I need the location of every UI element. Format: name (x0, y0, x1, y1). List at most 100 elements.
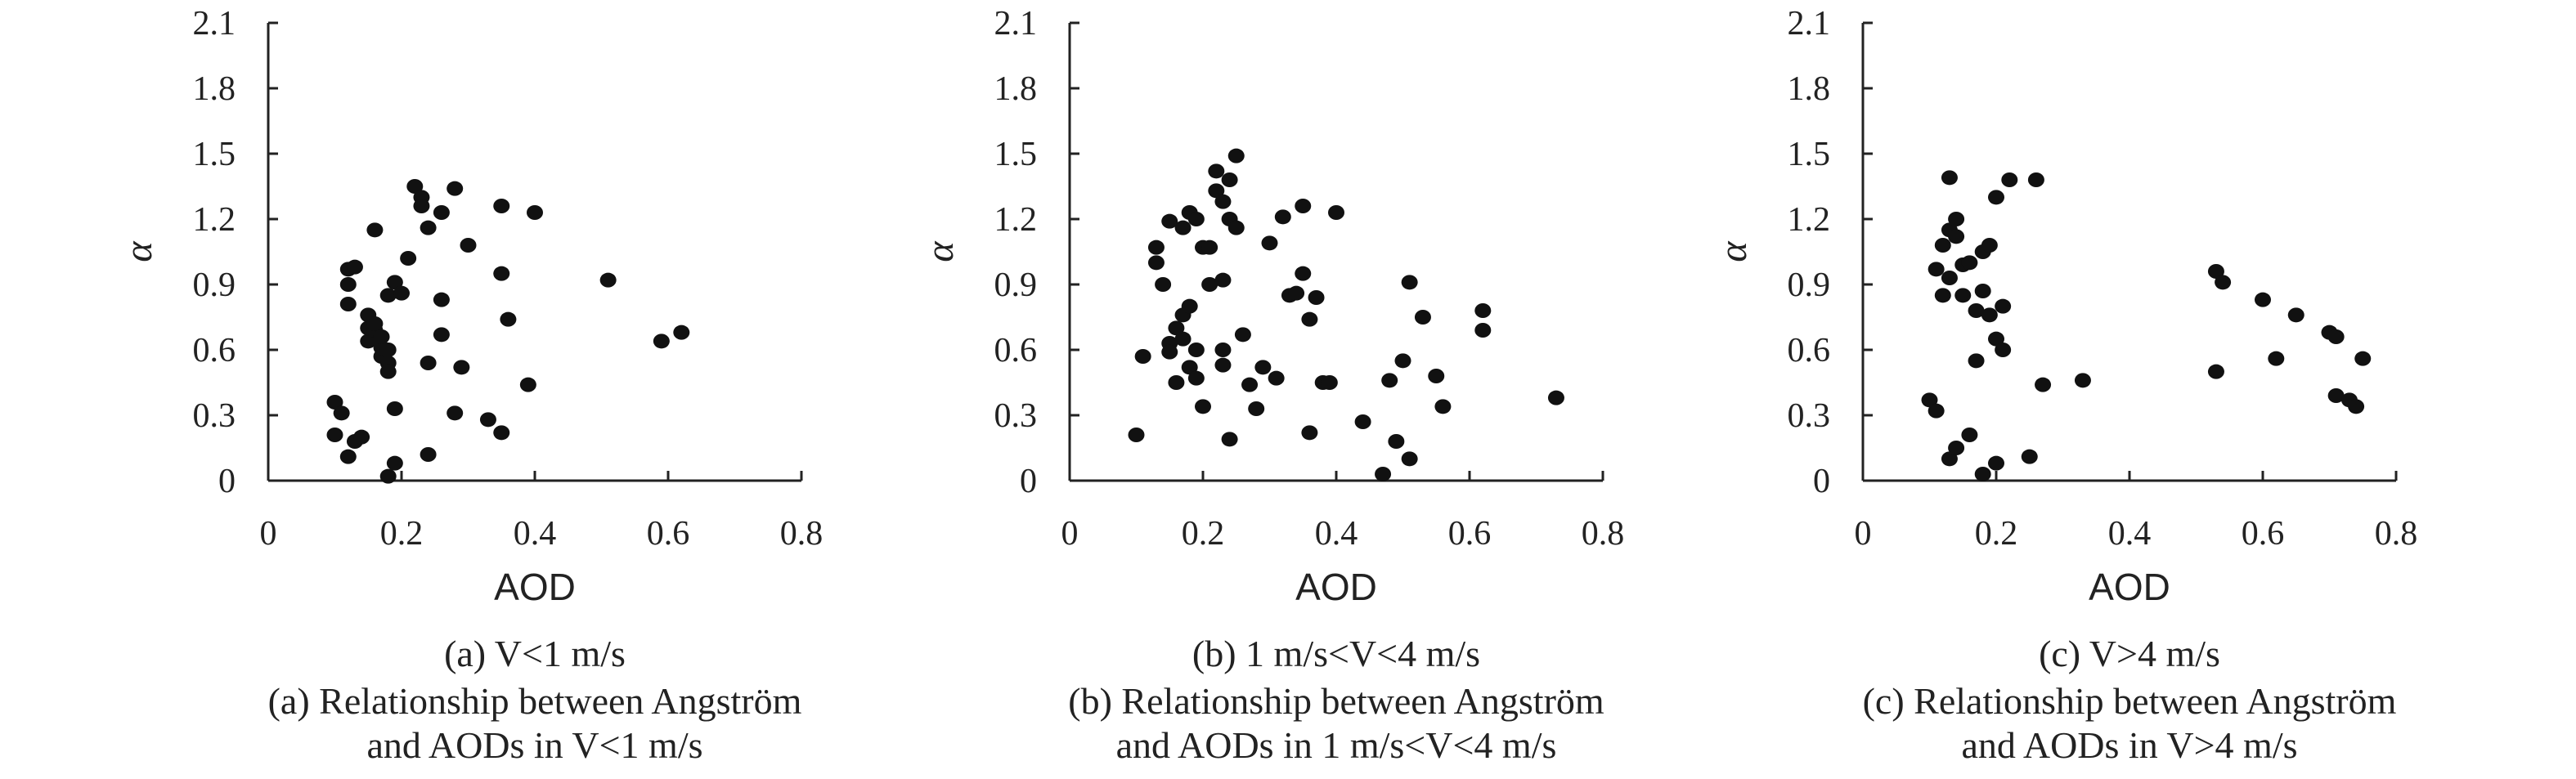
x-tick-label: 0.6 (647, 515, 690, 553)
data-point (1128, 428, 1145, 442)
data-point (653, 334, 670, 349)
data-point (1161, 213, 1178, 229)
y-tick-label: 0.3 (193, 397, 236, 435)
data-point (433, 205, 450, 220)
chart-title: (c) V>4 m/s (2039, 633, 2220, 674)
data-point (447, 405, 464, 421)
data-point (2268, 351, 2285, 366)
y-tick-label: 1.8 (994, 70, 1038, 108)
data-point (2021, 449, 2038, 464)
data-point (479, 412, 496, 428)
y-tick-label: 0 (218, 463, 236, 500)
x-tick-label: 0.8 (780, 515, 824, 553)
data-point (1288, 285, 1305, 301)
x-tick-label: 0.4 (2108, 515, 2152, 553)
data-point (1134, 349, 1151, 364)
data-point (2027, 172, 2044, 187)
x-tick-label: 0.2 (1975, 515, 2018, 553)
y-tick-label: 1.8 (1788, 70, 1831, 108)
data-point (333, 405, 350, 421)
x-axis-label: AOD (1295, 566, 1377, 608)
data-point (1941, 170, 1958, 186)
x-tick-label: 0 (1855, 515, 1872, 553)
data-point (420, 356, 437, 370)
y-tick-label: 1.2 (994, 201, 1038, 239)
data-point (1268, 370, 1285, 386)
data-point (460, 238, 477, 253)
x-tick-label: 0.8 (1582, 515, 1625, 553)
x-tick-label: 0.2 (1182, 515, 1225, 553)
data-point (1428, 369, 1445, 383)
chart-caption-line: (a) Relationship between Angström (268, 680, 802, 722)
data-point (1227, 148, 1245, 163)
x-axis-label: AOD (494, 566, 576, 608)
y-tick-label: 1.5 (994, 136, 1038, 173)
data-point (326, 395, 343, 410)
data-point (1381, 373, 1398, 388)
data-point (379, 468, 397, 484)
data-point (1921, 392, 1938, 408)
data-point (599, 272, 617, 288)
data-point (519, 377, 536, 392)
data-point (1308, 290, 1325, 305)
data-point (366, 222, 384, 238)
data-point (413, 199, 430, 213)
y-tick-label: 0.9 (994, 266, 1038, 304)
data-point (1187, 342, 1205, 357)
data-point (1354, 414, 1371, 429)
y-tick-label: 0.6 (193, 332, 236, 369)
data-point (1968, 303, 1985, 318)
scatter-chart-3: 0 0.3 0.6 0.9 1.2 1.5 1.8 2.1 0 0.2 0.4 0.6 0.8 AOD α (… (1712, 5, 2417, 766)
data-point (1474, 303, 1492, 318)
data-point (1988, 331, 2004, 347)
data-point (1961, 255, 1978, 271)
data-point (2255, 292, 2271, 307)
x-tick-label: 0.6 (2242, 515, 2285, 553)
y-tick-label: 1.8 (193, 70, 236, 108)
data-point (2327, 388, 2345, 403)
data-point (1401, 451, 1418, 467)
data-point (1187, 212, 1205, 226)
data-point (1214, 272, 1232, 288)
data-point (1147, 255, 1165, 271)
data-point (1948, 229, 1965, 244)
data-point (527, 205, 543, 220)
y-tick-label: 1.5 (193, 136, 236, 173)
data-point (339, 277, 357, 292)
data-point (1274, 209, 1291, 225)
data-point (433, 327, 450, 342)
y-axis-label: α (1712, 241, 1755, 262)
x-tick-label: 0 (260, 515, 277, 553)
data-point (1201, 277, 1218, 292)
data-point (1208, 163, 1225, 179)
data-point (1187, 370, 1205, 386)
data-point (1968, 353, 1985, 369)
data-point (1401, 275, 1418, 290)
data-point (2035, 377, 2052, 392)
chart-caption-line: (c) Relationship between Angström (1863, 680, 2397, 722)
data-point (1241, 377, 1259, 392)
data-point (1375, 467, 1392, 481)
data-point (1974, 467, 1991, 481)
data-point (386, 455, 403, 471)
data-point (1181, 298, 1198, 314)
data-point (1954, 288, 1972, 303)
data-point (453, 360, 470, 375)
y-tick-label: 2.1 (994, 5, 1038, 43)
data-point (379, 364, 397, 379)
x-tick-label: 0.6 (1448, 515, 1492, 553)
data-point (386, 275, 403, 290)
data-point (1321, 375, 1338, 390)
data-point (2074, 373, 2091, 388)
data-point (2354, 351, 2372, 366)
data-point (1948, 212, 1965, 226)
data-point (1414, 310, 1431, 325)
data-point (493, 425, 510, 441)
data-point (1928, 403, 1945, 419)
data-point (1988, 455, 2004, 471)
data-point (1995, 342, 2012, 357)
data-point (1961, 428, 1978, 442)
data-point (1474, 323, 1492, 338)
data-point (386, 401, 403, 416)
data-point (447, 181, 464, 196)
